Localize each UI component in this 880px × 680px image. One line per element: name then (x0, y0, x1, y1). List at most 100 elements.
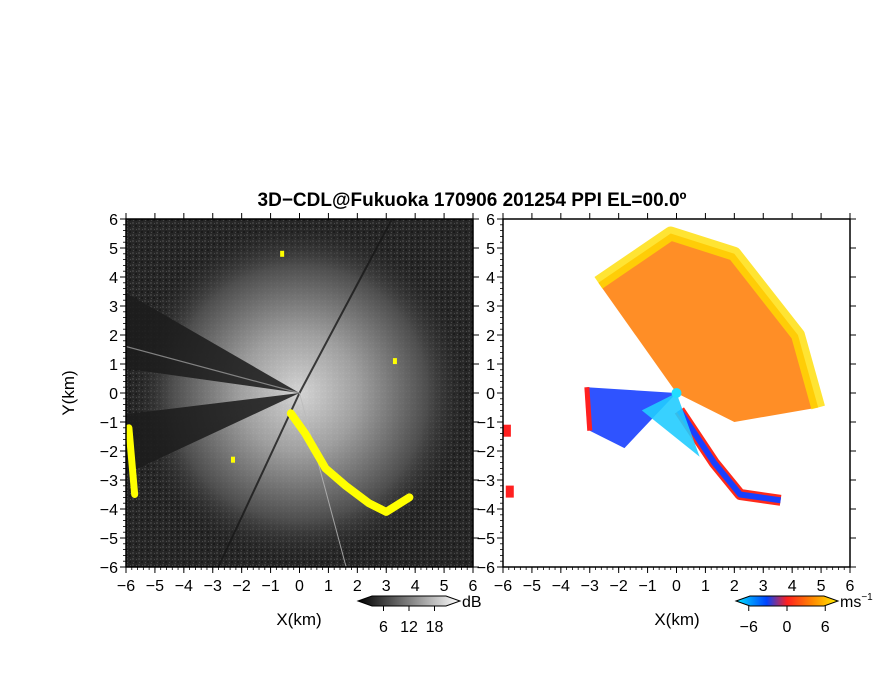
y-tick-label: 5 (109, 241, 118, 258)
velocity-region (586, 387, 677, 449)
beam-spoke (126, 345, 300, 394)
velocity-streak (676, 408, 782, 504)
velocity-region (598, 233, 819, 422)
x-tick-label: −4 (552, 578, 570, 595)
y-tick-label: 6 (486, 212, 495, 229)
x-tick-label: −5 (523, 578, 541, 595)
reflectivity-colorbar: 6 12 18 dB (356, 594, 482, 636)
x-tick-label: 1 (701, 578, 710, 595)
beam-block-sectors (126, 219, 394, 567)
colorbar-tick-label: 12 (400, 619, 418, 636)
x-tick-label: 2 (353, 578, 362, 595)
y-tick-label: −3 (477, 473, 495, 490)
beam-block-sector (126, 292, 300, 393)
y-tick-label: 4 (109, 270, 118, 287)
velocity-region (641, 393, 700, 457)
velocity-edge-red (584, 387, 593, 431)
reflectivity-colorbar-bar (356, 595, 462, 607)
velocity-unit-exponent: −1 (861, 592, 873, 603)
x-tick-label: −2 (610, 578, 628, 595)
velocity-regions (503, 226, 825, 506)
reflectivity-ylabel: Y(km) (59, 370, 78, 415)
x-tick-label: −3 (581, 578, 599, 595)
x-tick-label: 6 (469, 578, 478, 595)
x-tick-label: −3 (204, 578, 222, 595)
x-tick-label: 3 (759, 578, 768, 595)
reflectivity-ticks: −6−6 −5 −5 −4 −4 −3 −3 −2 −2 −1 −1 0 0 1 1 2 2 3 3 4 4 5 5 6 6 (100, 212, 479, 595)
reflectivity-colorbar-ticks: 6 12 18 (379, 606, 444, 636)
x-tick-label: −1 (638, 578, 656, 595)
y-tick-label: −1 (477, 415, 495, 432)
y-tick-label: −1 (100, 415, 118, 432)
x-tick-label: 6 (846, 578, 855, 595)
x-tick-label: 3 (382, 578, 391, 595)
x-tick-label: −6 (494, 578, 512, 595)
beam-spoke (299, 392, 347, 567)
yellow-echo-regions (126, 250, 414, 516)
y-tick-label: 1 (109, 357, 118, 374)
x-tick-label: 5 (817, 578, 826, 595)
colorbar-tick-label: 6 (379, 619, 388, 636)
y-tick-label: 3 (486, 299, 495, 316)
beam-spoke (298, 219, 394, 394)
x-tick-label: 4 (411, 578, 420, 595)
velocity-edge-echo (503, 424, 511, 437)
y-tick-label: −2 (477, 444, 495, 461)
y-tick-label: 4 (486, 270, 495, 287)
yellow-echo-band (286, 409, 414, 516)
y-tick-label: −4 (477, 502, 495, 519)
velocity-colorbar-unit: ms−1 (840, 592, 873, 611)
x-tick-label: −5 (146, 578, 164, 595)
y-tick-label: −5 (100, 531, 118, 548)
x-tick-label: 4 (788, 578, 797, 595)
reflectivity-xlabel: X(km) (276, 610, 321, 629)
y-tick-label: 0 (486, 386, 495, 403)
y-tick-label: 1 (486, 357, 495, 374)
y-tick-label: 2 (486, 328, 495, 345)
yellow-echo-cell (280, 250, 285, 257)
velocity-ticks: −6−6 −5 −5 −4 −4 −3 −3 −2 −2 −1 −1 0 0 1 1 2 2 3 3 4 4 5 5 6 6 (477, 212, 856, 595)
velocity-colorbar-ticks: −6 0 6 (740, 606, 830, 636)
velocity-fringe (594, 226, 825, 410)
y-tick-label: 6 (109, 212, 118, 229)
x-tick-label: −4 (175, 578, 193, 595)
radar-site-marker (671, 388, 682, 398)
y-tick-label: −3 (100, 473, 118, 490)
y-tick-label: 2 (109, 328, 118, 345)
y-tick-label: 5 (486, 241, 495, 258)
x-tick-label: 0 (295, 578, 304, 595)
yellow-echo-band (126, 424, 139, 498)
x-tick-label: −2 (233, 578, 251, 595)
yellow-echo-cell (230, 456, 235, 463)
velocity-colorbar: −6 0 6 ms−1 (734, 592, 873, 636)
beam-block-sector (126, 393, 300, 474)
y-tick-label: 0 (109, 386, 118, 403)
x-tick-label: 0 (672, 578, 681, 595)
velocity-xlabel: X(km) (654, 610, 699, 629)
colorbar-tick-label: 6 (821, 619, 830, 636)
velocity-colorbar-bar (734, 595, 840, 607)
y-tick-label: −2 (100, 444, 118, 461)
y-tick-label: 3 (109, 299, 118, 316)
beam-spoke (217, 392, 301, 567)
y-tick-label: −6 (100, 560, 118, 577)
x-tick-label: 5 (440, 578, 449, 595)
x-tick-label: −1 (261, 578, 279, 595)
colorbar-tick-label: 0 (783, 619, 792, 636)
reflectivity-colorbar-unit: dB (462, 594, 482, 611)
y-tick-label: −5 (477, 531, 495, 548)
colorbar-tick-label: −6 (740, 619, 758, 636)
colorbar-tick-label: 18 (426, 619, 444, 636)
y-tick-label: −4 (100, 502, 118, 519)
x-tick-label: 1 (324, 578, 333, 595)
x-tick-label: 2 (730, 578, 739, 595)
figure-title: 3D−CDL@Fukuoka 170906 201254 PPI EL=00.0… (258, 190, 687, 211)
yellow-echo-cell (392, 358, 397, 365)
velocity-edge-echo (505, 485, 514, 498)
x-tick-label: −6 (117, 578, 135, 595)
y-tick-label: −6 (477, 560, 495, 577)
velocity-unit-base: ms (840, 594, 861, 611)
